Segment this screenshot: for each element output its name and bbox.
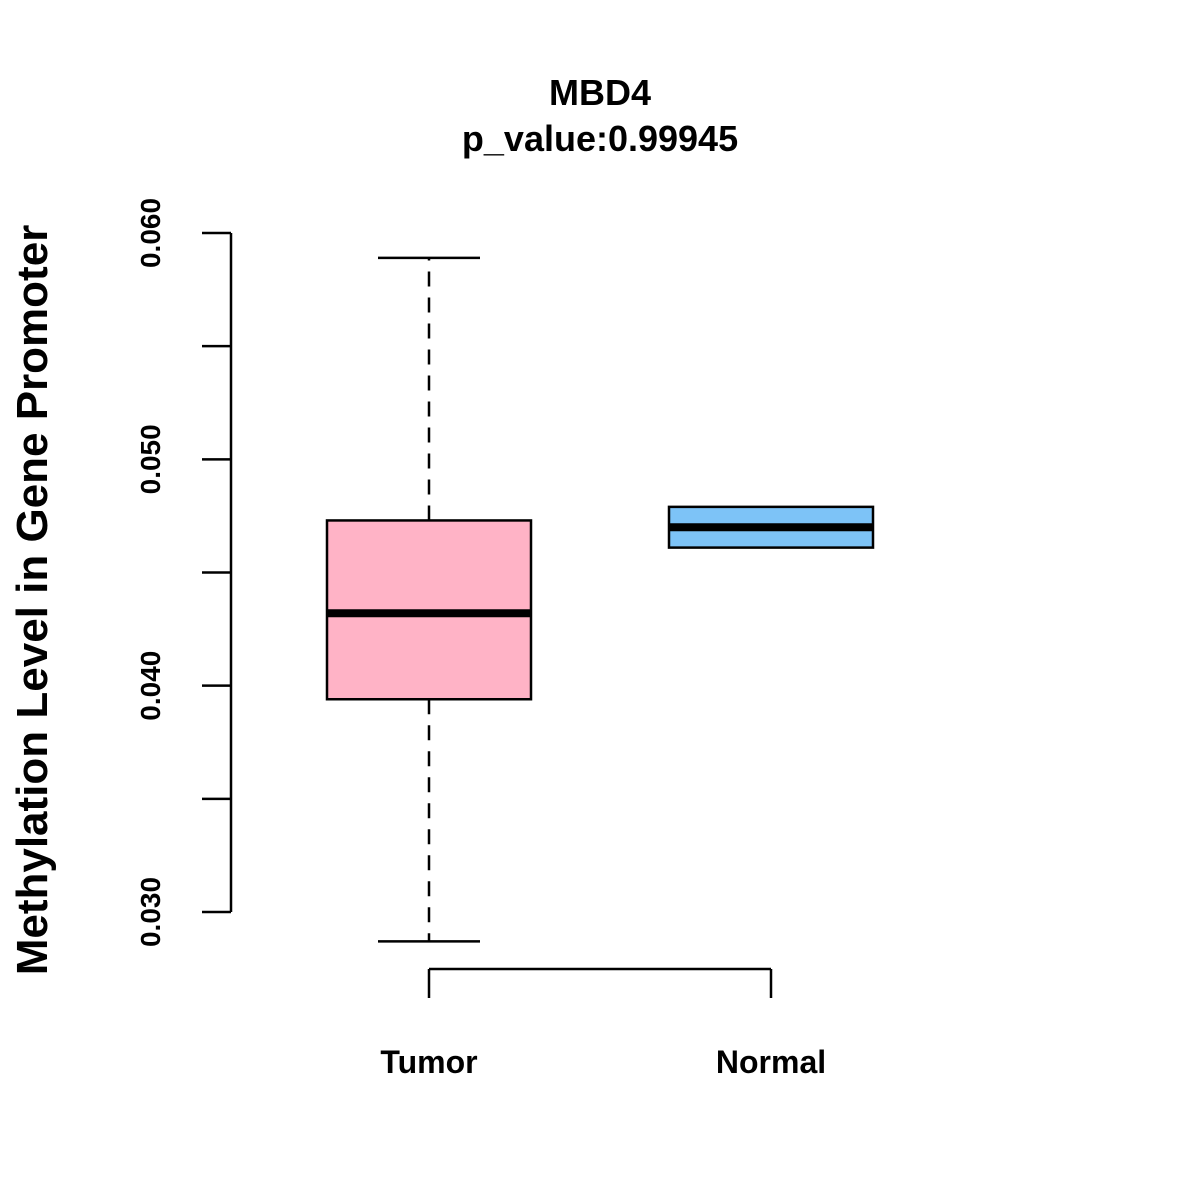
y-tick-label-3: 0.060 xyxy=(135,198,166,268)
y-tick-label-1: 0.040 xyxy=(135,651,166,721)
x-axis: Tumor Normal xyxy=(380,967,826,1080)
box-normal xyxy=(667,505,875,549)
x-tick-label-tumor: Tumor xyxy=(380,1044,477,1080)
boxes-group xyxy=(325,256,875,943)
y-tick-label-0: 0.030 xyxy=(135,877,166,947)
x-tick-label-normal: Normal xyxy=(716,1044,826,1080)
chart-title: MBD4 xyxy=(549,72,651,113)
y-tick-label-2: 0.050 xyxy=(135,424,166,494)
y-axis: 0.030 0.040 0.050 0.060 xyxy=(135,198,233,947)
chart-subtitle: p_value:0.99945 xyxy=(462,118,738,159)
y-axis-label: Methylation Level in Gene Promoter xyxy=(8,225,57,976)
box-tumor xyxy=(325,256,533,943)
